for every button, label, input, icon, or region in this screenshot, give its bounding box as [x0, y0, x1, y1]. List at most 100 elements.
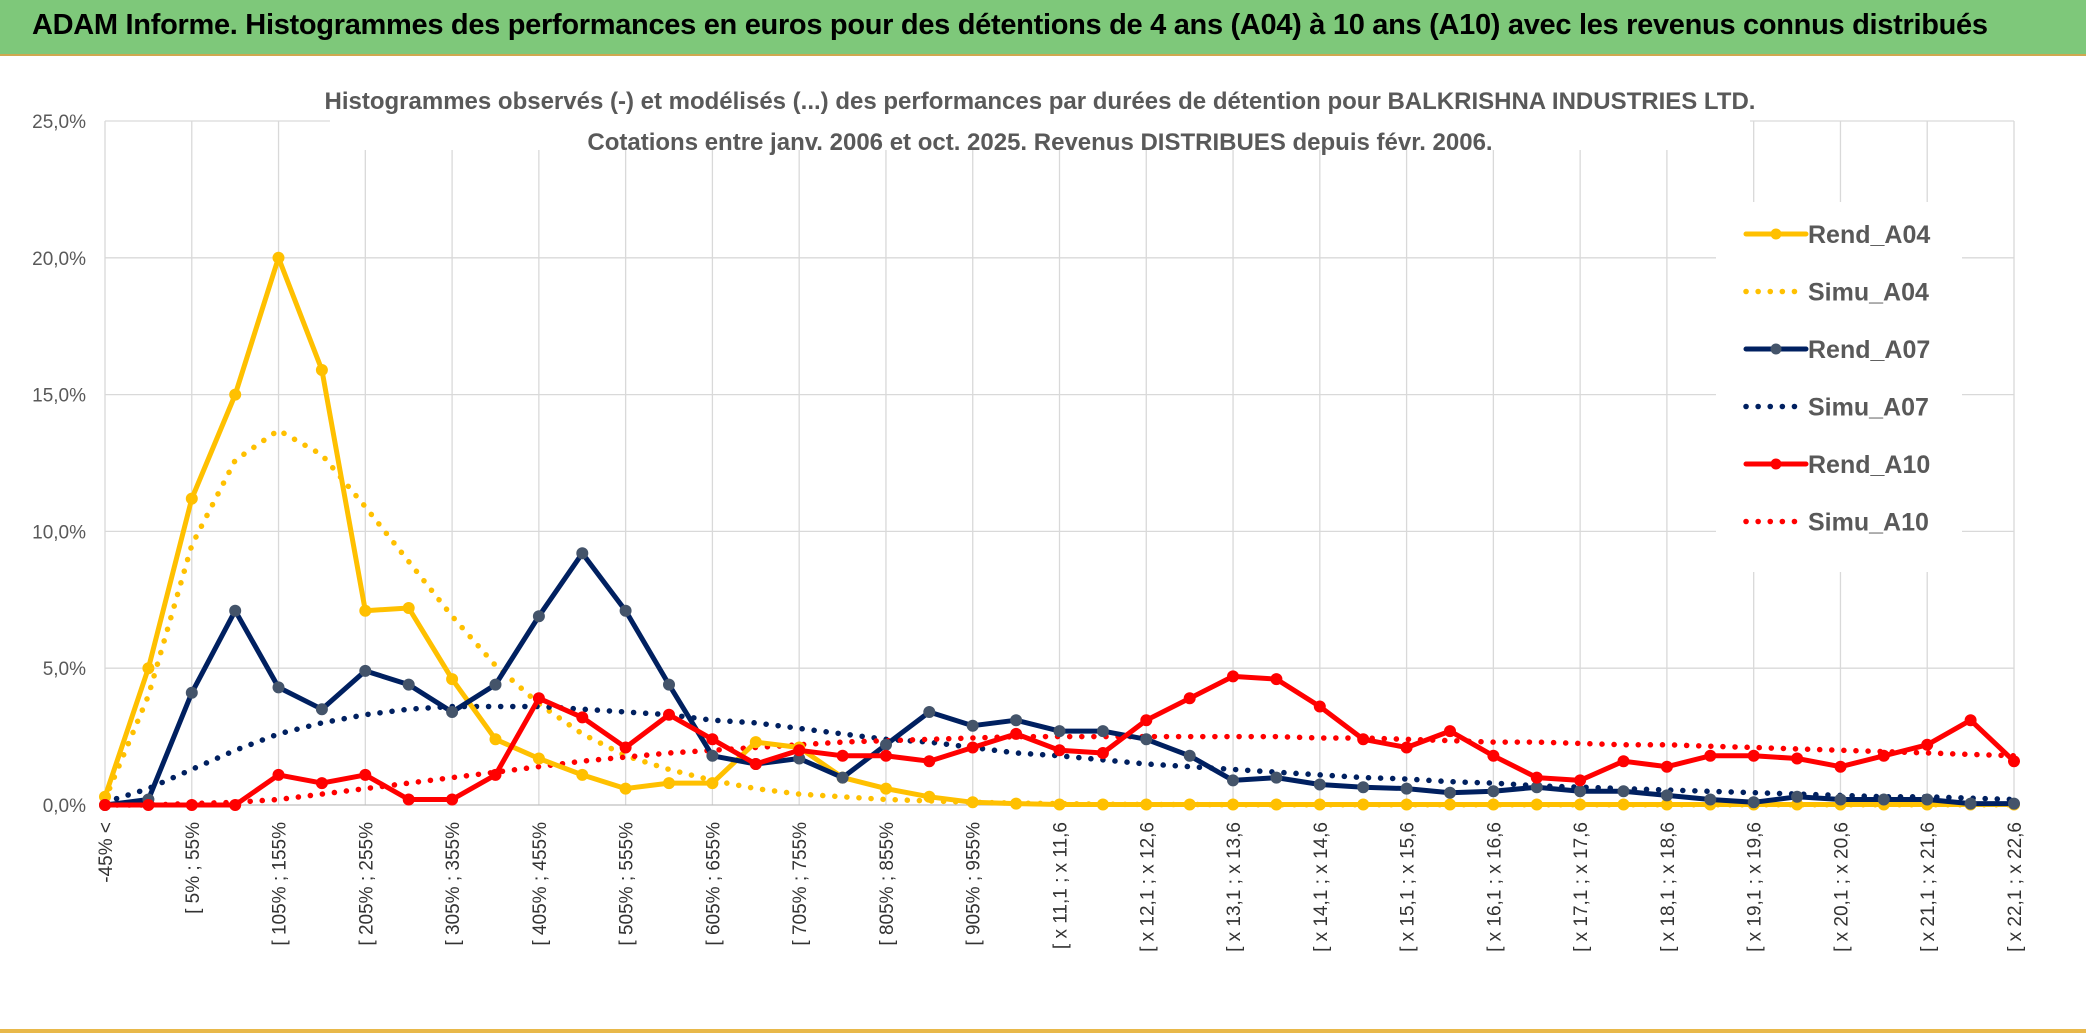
- data-point: [1010, 727, 1023, 740]
- data-point: [489, 678, 502, 691]
- data-point: [1357, 733, 1370, 746]
- data-point: [1574, 785, 1587, 798]
- series-Rend_A07: [99, 547, 2020, 811]
- data-point: [359, 768, 372, 781]
- data-point: [1834, 793, 1847, 806]
- data-point: [619, 782, 632, 795]
- data-point: [663, 678, 675, 691]
- data-point: [446, 793, 459, 806]
- data-point: [1444, 786, 1456, 799]
- x-tick-label: [ x 18,1 ; x 18,6: [1658, 822, 1679, 952]
- x-axis: -45% < [ 5% ; 55% [ 105% ; 155% [ 205% ; 25…: [96, 822, 2026, 952]
- data-point: [315, 703, 328, 716]
- data-point: [142, 662, 155, 675]
- series-layer: [99, 251, 2020, 811]
- data-point: [1747, 796, 1760, 809]
- data-point: [1660, 789, 1673, 802]
- data-point: [489, 768, 502, 781]
- x-tick-label: [ 505% ; 555%: [617, 822, 638, 946]
- x-tick-label: [ x 12,1 ; x 12,6: [1137, 822, 1158, 952]
- x-tick-label: -45% <: [96, 822, 117, 883]
- data-point: [185, 492, 198, 505]
- legend-label: Rend_A04: [1808, 221, 1930, 249]
- data-point: [1357, 798, 1370, 811]
- data-point: [1617, 755, 1630, 768]
- chart-title: Histogrammes observés (-) et modélisés (…: [325, 88, 1756, 115]
- chart: Histogrammes observés (-) et modélisés (…: [2, 56, 2084, 1022]
- y-tick-label: 0,0%: [43, 796, 86, 817]
- legend-label: Rend_A07: [1808, 336, 1930, 364]
- data-point: [229, 604, 242, 617]
- legend-label: Simu_A10: [1808, 509, 1929, 537]
- data-point: [402, 793, 415, 806]
- y-axis: 0,0% 5,0% 10,0% 15,0% 20,0% 25,0%: [32, 112, 86, 817]
- data-point: [1617, 798, 1630, 811]
- data-point: [836, 771, 849, 784]
- data-point: [880, 738, 892, 751]
- y-tick-label: 10,0%: [32, 522, 86, 543]
- data-point: [359, 664, 372, 677]
- legend-item-Rend_A10: Rend_A10: [1743, 451, 1930, 479]
- data-point: [749, 758, 762, 770]
- data-point: [1877, 749, 1890, 762]
- series-line: [102, 703, 2017, 806]
- legend-label: Simu_A07: [1808, 394, 1929, 422]
- data-point: [1313, 778, 1326, 791]
- data-point: [793, 744, 806, 757]
- data-point: [532, 610, 545, 623]
- data-point: [1530, 771, 1543, 784]
- x-tick-label: [ x 14,1 ; x 14,6: [1311, 822, 1332, 952]
- y-tick-label: 5,0%: [43, 659, 86, 680]
- data-point: [2008, 755, 2020, 768]
- data-point: [272, 251, 285, 264]
- x-tick-label: [ 5% ; 55%: [183, 822, 204, 914]
- data-point: [663, 777, 675, 790]
- x-tick-label: [ 105% ; 155%: [270, 822, 291, 946]
- data-point: [402, 678, 415, 691]
- data-point: [1140, 714, 1153, 727]
- legend-item-Rend_A07: Rend_A07: [1743, 336, 1930, 364]
- y-tick-label: 15,0%: [32, 386, 86, 407]
- x-tick-label: [ x 17,1 ; x 17,6: [1571, 822, 1592, 952]
- legend: Rend_A04 Simu_A04 Rend_A07 Simu_A07 Rend_A10…: [1716, 202, 1962, 572]
- data-point: [619, 741, 632, 754]
- y-tick-label: 25,0%: [32, 112, 86, 133]
- x-tick-label: [ x 11,1 ; x 11,6: [1051, 822, 1072, 949]
- data-point: [1834, 760, 1847, 773]
- data-point: [966, 719, 979, 732]
- data-point: [1053, 744, 1066, 757]
- data-point: [1227, 798, 1239, 811]
- data-point: [489, 733, 502, 746]
- data-point: [1010, 714, 1023, 727]
- data-point: [185, 686, 198, 699]
- data-point: [446, 673, 459, 686]
- data-point: [402, 602, 415, 614]
- data-point: [229, 388, 242, 401]
- data-point: [1444, 725, 1456, 738]
- data-point: [229, 799, 242, 811]
- data-point: [1617, 785, 1630, 798]
- data-point: [1921, 738, 1934, 751]
- x-tick-label: [ 605% ; 655%: [703, 822, 724, 946]
- x-tick-label: [ x 21,1 ; x 21,6: [1918, 822, 1939, 952]
- data-point: [1444, 798, 1456, 811]
- chart-title-area: Histogrammes observés (-) et modélisés (…: [325, 84, 1756, 156]
- data-point: [1357, 781, 1370, 794]
- data-point: [1487, 785, 1500, 798]
- legend-marker: [1770, 228, 1782, 240]
- data-point: [1574, 798, 1587, 811]
- data-point: [1487, 749, 1500, 762]
- data-point: [1921, 793, 1934, 806]
- x-tick-label: [ x 16,1 ; x 16,6: [1484, 822, 1505, 952]
- data-point: [272, 681, 285, 694]
- data-point: [532, 692, 545, 705]
- data-point: [1964, 714, 1977, 727]
- data-point: [706, 733, 719, 746]
- data-point: [1183, 692, 1196, 705]
- data-point: [99, 799, 111, 811]
- x-tick-label: [ 905% ; 955%: [964, 822, 985, 946]
- legend-backdrop: [1716, 202, 1962, 572]
- data-point: [1053, 798, 1066, 811]
- chart-title-backdrop: [330, 84, 1750, 150]
- legend-item-Rend_A04: Rend_A04: [1743, 221, 1930, 249]
